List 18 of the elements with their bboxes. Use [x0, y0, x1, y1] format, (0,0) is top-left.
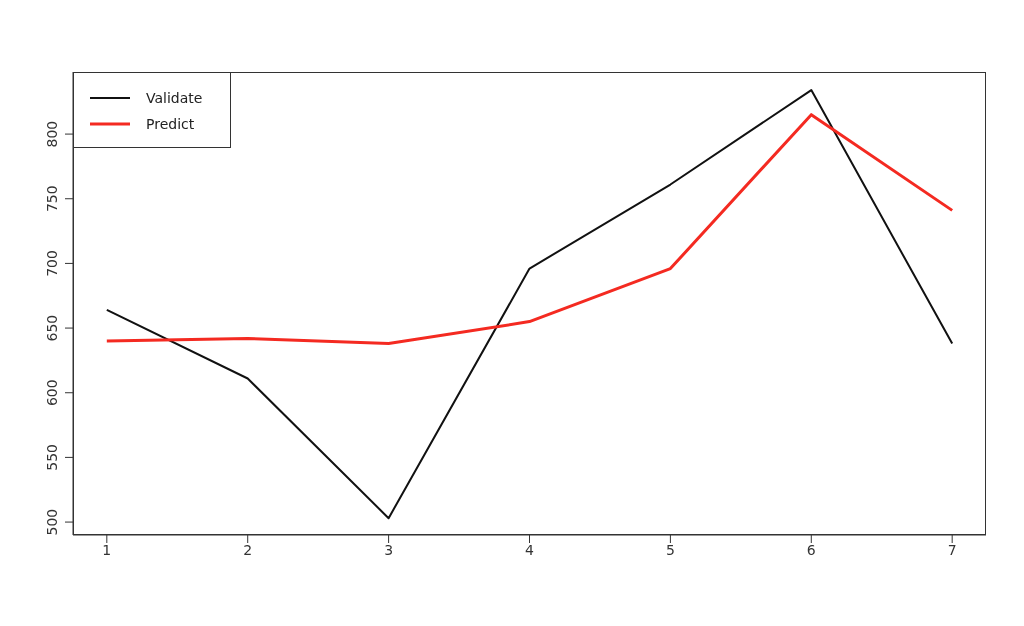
line-series	[105, 89, 954, 520]
x-tick-label: 2	[243, 541, 253, 558]
y-tick-label: 800	[44, 120, 60, 148]
y-tick-label: 600	[44, 379, 60, 407]
y-tick-label: 750	[44, 185, 60, 213]
y-tick-label: 500	[44, 508, 60, 536]
x-tick-label: 3	[384, 541, 394, 558]
line-series	[105, 113, 954, 346]
y-tick-label: 650	[44, 314, 60, 342]
x-tick-label: 6	[806, 541, 816, 558]
x-tick-label: 1	[102, 541, 112, 558]
x-tick-label: 4	[525, 541, 535, 558]
y-tick-label: 700	[44, 250, 60, 277]
legend-label: Predict	[146, 116, 195, 132]
y-tick-label: 550	[44, 444, 60, 471]
legend-label: Validate	[146, 90, 203, 106]
x-tick-label: 7	[947, 541, 957, 558]
x-tick-label: 5	[665, 541, 675, 558]
